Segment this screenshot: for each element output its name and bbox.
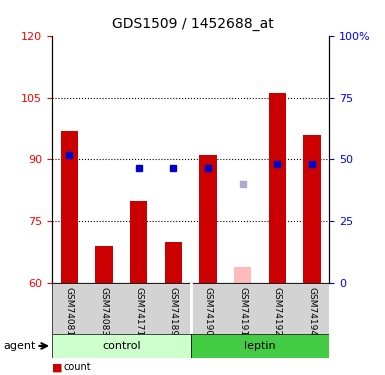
Bar [191, 334, 329, 358]
Text: agent: agent [4, 341, 36, 351]
Text: GSM74083: GSM74083 [99, 287, 109, 336]
Text: ■: ■ [52, 363, 62, 372]
Text: GSM74191: GSM74191 [238, 287, 247, 336]
Bar [95, 246, 112, 283]
Text: GSM74194: GSM74194 [307, 287, 316, 336]
Text: GDS1509 / 1452688_at: GDS1509 / 1452688_at [112, 17, 273, 31]
Text: GSM74081: GSM74081 [65, 287, 74, 336]
Text: GSM74192: GSM74192 [273, 287, 282, 336]
Bar [199, 155, 216, 283]
Bar [130, 201, 147, 283]
Text: leptin: leptin [244, 341, 276, 351]
Text: GSM74189: GSM74189 [169, 287, 178, 336]
Bar [234, 267, 251, 283]
Bar [52, 334, 191, 358]
Bar [164, 242, 182, 283]
Text: count: count [64, 363, 91, 372]
Text: GSM74190: GSM74190 [203, 287, 213, 336]
Bar [61, 130, 78, 283]
Text: control: control [102, 341, 141, 351]
Text: GSM74171: GSM74171 [134, 287, 143, 336]
Bar [268, 93, 286, 283]
Bar [303, 135, 320, 283]
